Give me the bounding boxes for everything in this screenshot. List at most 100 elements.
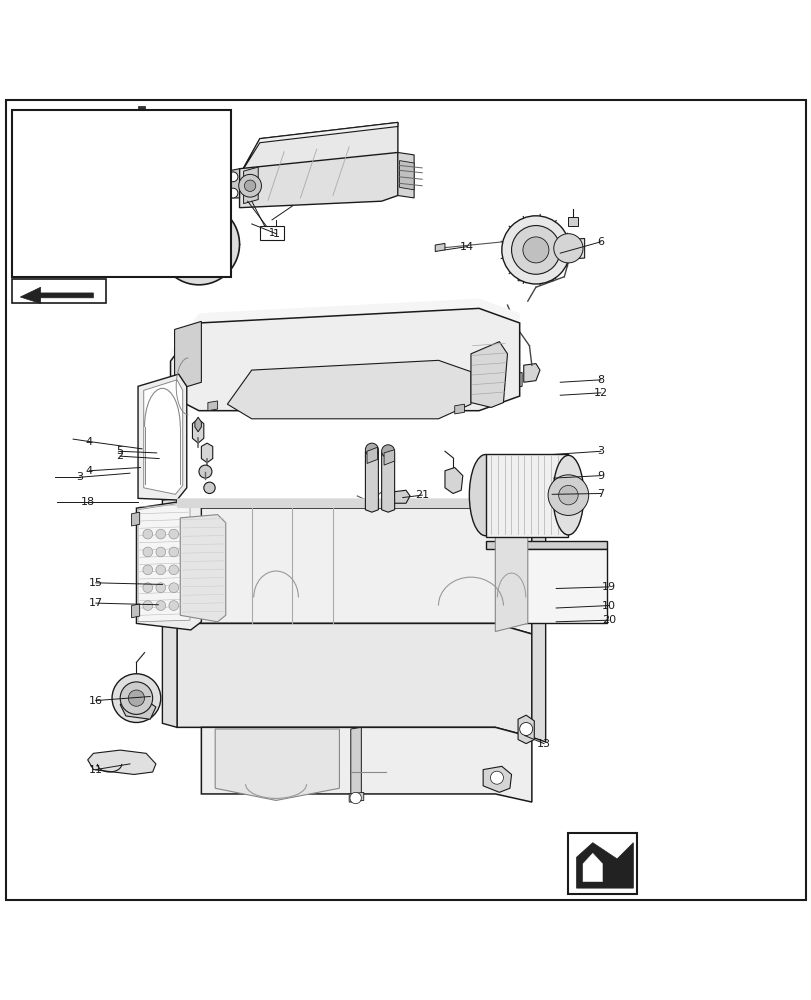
- Circle shape: [350, 792, 361, 804]
- Polygon shape: [138, 374, 187, 500]
- Text: 13: 13: [536, 739, 551, 749]
- Polygon shape: [162, 498, 177, 727]
- Polygon shape: [397, 152, 414, 198]
- Polygon shape: [576, 843, 633, 888]
- Text: 17: 17: [88, 598, 103, 608]
- Polygon shape: [483, 766, 511, 792]
- Circle shape: [156, 565, 165, 575]
- Polygon shape: [177, 623, 531, 737]
- Circle shape: [176, 221, 221, 267]
- Polygon shape: [215, 729, 339, 800]
- Polygon shape: [180, 515, 225, 622]
- Polygon shape: [367, 447, 377, 463]
- Circle shape: [143, 583, 152, 593]
- Circle shape: [169, 565, 178, 575]
- Circle shape: [156, 601, 165, 610]
- Text: 12: 12: [593, 388, 607, 398]
- Polygon shape: [495, 520, 527, 632]
- Polygon shape: [393, 490, 410, 503]
- Text: 3: 3: [597, 446, 603, 456]
- Polygon shape: [177, 508, 531, 634]
- Circle shape: [199, 465, 212, 478]
- Circle shape: [191, 236, 207, 252]
- Text: 4: 4: [86, 437, 92, 447]
- Polygon shape: [485, 454, 568, 537]
- Polygon shape: [503, 549, 607, 623]
- Polygon shape: [384, 450, 394, 465]
- Circle shape: [547, 475, 588, 515]
- Text: 1: 1: [268, 228, 275, 238]
- Polygon shape: [174, 321, 201, 390]
- Text: 9: 9: [597, 471, 603, 481]
- Polygon shape: [88, 750, 156, 774]
- Circle shape: [511, 226, 560, 274]
- Polygon shape: [96, 112, 172, 124]
- Text: 5: 5: [117, 446, 123, 456]
- Polygon shape: [485, 541, 607, 549]
- Polygon shape: [32, 114, 227, 265]
- Circle shape: [490, 771, 503, 784]
- Circle shape: [120, 682, 152, 714]
- Polygon shape: [131, 512, 139, 526]
- Circle shape: [34, 239, 52, 257]
- Circle shape: [244, 180, 255, 191]
- Polygon shape: [365, 447, 378, 512]
- Circle shape: [143, 601, 152, 610]
- Polygon shape: [517, 715, 534, 744]
- Circle shape: [522, 237, 548, 263]
- Polygon shape: [227, 360, 470, 419]
- Polygon shape: [399, 161, 414, 190]
- Text: 10: 10: [601, 601, 616, 611]
- Circle shape: [112, 674, 161, 722]
- Polygon shape: [138, 502, 190, 622]
- Polygon shape: [32, 159, 97, 200]
- Polygon shape: [177, 498, 531, 519]
- Polygon shape: [239, 175, 260, 200]
- Circle shape: [158, 204, 239, 285]
- Circle shape: [169, 547, 178, 557]
- Polygon shape: [509, 373, 521, 388]
- Circle shape: [169, 583, 178, 593]
- Circle shape: [156, 529, 165, 539]
- Bar: [12, 279, 105, 303]
- Polygon shape: [350, 727, 361, 802]
- Ellipse shape: [469, 455, 501, 536]
- Polygon shape: [349, 792, 363, 802]
- Polygon shape: [131, 604, 139, 618]
- Polygon shape: [444, 468, 462, 494]
- Circle shape: [365, 443, 378, 456]
- Circle shape: [143, 565, 152, 575]
- Circle shape: [519, 722, 532, 735]
- Polygon shape: [170, 308, 519, 411]
- Polygon shape: [470, 342, 507, 407]
- Text: 21: 21: [414, 490, 429, 500]
- Polygon shape: [208, 401, 217, 411]
- Polygon shape: [97, 118, 170, 196]
- Circle shape: [156, 583, 165, 593]
- Bar: [12, 110, 231, 277]
- Polygon shape: [551, 239, 584, 260]
- Circle shape: [128, 690, 144, 706]
- Text: 15: 15: [88, 578, 103, 588]
- Polygon shape: [435, 243, 444, 252]
- Polygon shape: [144, 380, 182, 494]
- Polygon shape: [517, 260, 553, 281]
- Text: 4: 4: [86, 466, 92, 476]
- Polygon shape: [454, 404, 464, 414]
- Circle shape: [558, 485, 577, 505]
- Text: 8: 8: [597, 375, 603, 385]
- Polygon shape: [192, 419, 204, 443]
- Circle shape: [169, 601, 178, 610]
- Polygon shape: [243, 167, 258, 204]
- Text: 20: 20: [601, 615, 616, 625]
- Polygon shape: [523, 364, 539, 382]
- Circle shape: [169, 529, 178, 539]
- Polygon shape: [239, 122, 397, 175]
- Text: 16: 16: [88, 696, 103, 706]
- Polygon shape: [120, 698, 156, 719]
- Polygon shape: [138, 106, 144, 126]
- Text: 19: 19: [601, 582, 616, 592]
- Text: 6: 6: [597, 237, 603, 247]
- Polygon shape: [568, 217, 577, 226]
- Polygon shape: [531, 510, 545, 742]
